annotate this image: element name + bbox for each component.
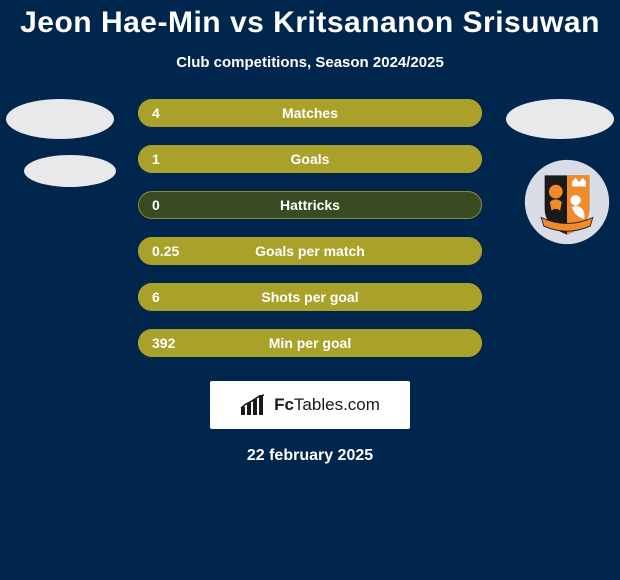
player-left-badge: [6, 99, 114, 139]
page-subtitle: Club competitions, Season 2024/2025: [0, 54, 620, 71]
compare-area: 4Matches 1Goals 0Hattricks 0.25Goals per ma…: [0, 99, 620, 357]
stat-bars: 4Matches 1Goals 0Hattricks 0.25Goals per ma…: [138, 99, 482, 357]
stat-label: Min per goal: [138, 335, 482, 351]
player-right-badge: [506, 99, 614, 139]
brand-part2: Tables: [294, 395, 343, 414]
shield-icon: [524, 159, 610, 245]
stat-label: Shots per goal: [138, 289, 482, 305]
club-left-badge: [24, 155, 116, 187]
comparison-infographic: Jeon Hae-Min vs Kritsananon Srisuwan Clu…: [0, 0, 620, 580]
stat-label: Hattricks: [138, 197, 482, 213]
stat-label: Goals: [138, 151, 482, 167]
chart-bars-icon: [240, 394, 266, 416]
stat-label: Matches: [138, 105, 482, 121]
page-title: Jeon Hae-Min vs Kritsananon Srisuwan: [0, 6, 620, 40]
stat-label: Goals per match: [138, 243, 482, 259]
brand-text: FcTables.com: [274, 395, 380, 415]
stat-row: 0.25Goals per match: [138, 237, 482, 265]
brand-box: FcTables.com: [210, 381, 410, 429]
stat-row: 4Matches: [138, 99, 482, 127]
stat-row: 0Hattricks: [138, 191, 482, 219]
stat-row: 1Goals: [138, 145, 482, 173]
brand-part1: Fc: [274, 395, 294, 414]
brand-suffix: .com: [343, 395, 380, 414]
stat-row: 6Shots per goal: [138, 283, 482, 311]
stat-row: 392Min per goal: [138, 329, 482, 357]
footer-date: 22 february 2025: [0, 447, 620, 465]
club-right-logo: [524, 159, 610, 245]
